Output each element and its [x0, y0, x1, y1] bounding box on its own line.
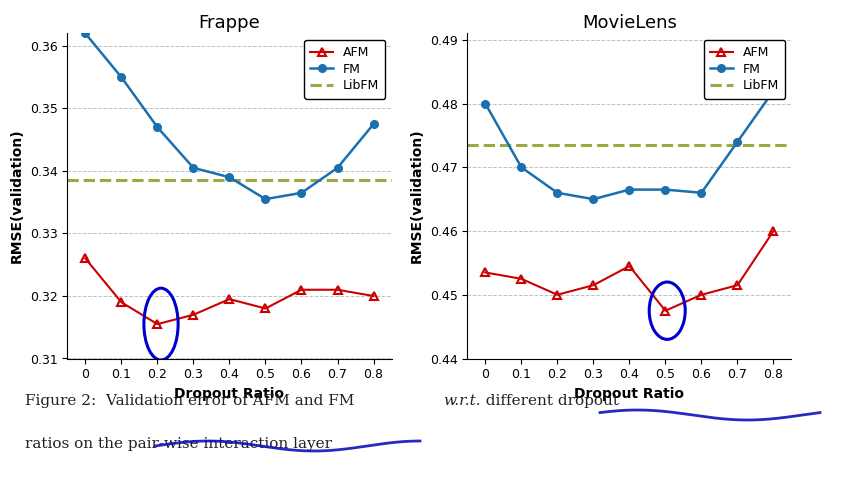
AFM — [480, 270, 490, 275]
FM — [516, 164, 526, 170]
Line: AFM: AFM — [481, 227, 778, 315]
AFM — [625, 263, 635, 269]
AFM — [769, 228, 779, 234]
Text: different dropout: different dropout — [476, 394, 619, 408]
Y-axis label: RMSE(validation): RMSE(validation) — [10, 129, 24, 263]
AFM — [660, 308, 670, 314]
Line: FM: FM — [482, 87, 777, 203]
Legend: AFM, FM, LibFM: AFM, FM, LibFM — [304, 40, 386, 99]
AFM — [696, 292, 706, 298]
FM — [260, 196, 270, 202]
AFM — [152, 321, 163, 327]
FM — [625, 187, 635, 193]
FM — [152, 124, 163, 130]
FM — [80, 31, 90, 36]
X-axis label: Dropout Ratio: Dropout Ratio — [174, 387, 285, 401]
FM — [769, 88, 779, 94]
FM — [696, 190, 706, 196]
AFM — [224, 296, 234, 302]
FM — [189, 165, 199, 171]
FM — [733, 139, 743, 145]
FM — [660, 187, 670, 193]
Legend: AFM, FM, LibFM: AFM, FM, LibFM — [704, 40, 786, 99]
FM — [333, 165, 343, 171]
X-axis label: Dropout Ratio: Dropout Ratio — [574, 387, 685, 401]
Title: MovieLens: MovieLens — [582, 14, 677, 32]
AFM — [552, 292, 562, 298]
Text: Figure 2:  Validation error of AFM and FM: Figure 2: Validation error of AFM and FM — [25, 394, 360, 408]
FM — [552, 190, 562, 196]
AFM — [369, 293, 379, 299]
AFM — [296, 287, 306, 293]
AFM — [189, 312, 199, 317]
FM — [296, 190, 306, 196]
Line: AFM: AFM — [81, 254, 378, 328]
FM — [480, 101, 490, 107]
FM — [116, 75, 126, 80]
FM — [224, 174, 234, 180]
Text: ratios on the pair-wise interaction layer: ratios on the pair-wise interaction laye… — [25, 437, 333, 451]
Title: Frappe: Frappe — [199, 14, 260, 32]
AFM — [333, 287, 343, 293]
AFM — [116, 299, 126, 305]
AFM — [80, 256, 90, 261]
Text: w.r.t.: w.r.t. — [443, 394, 481, 408]
FM — [369, 121, 379, 127]
AFM — [260, 305, 270, 311]
AFM — [733, 282, 743, 288]
Line: FM: FM — [82, 30, 377, 203]
FM — [589, 196, 599, 202]
AFM — [516, 276, 526, 282]
AFM — [589, 282, 599, 288]
Y-axis label: RMSE(validation): RMSE(validation) — [410, 129, 424, 263]
